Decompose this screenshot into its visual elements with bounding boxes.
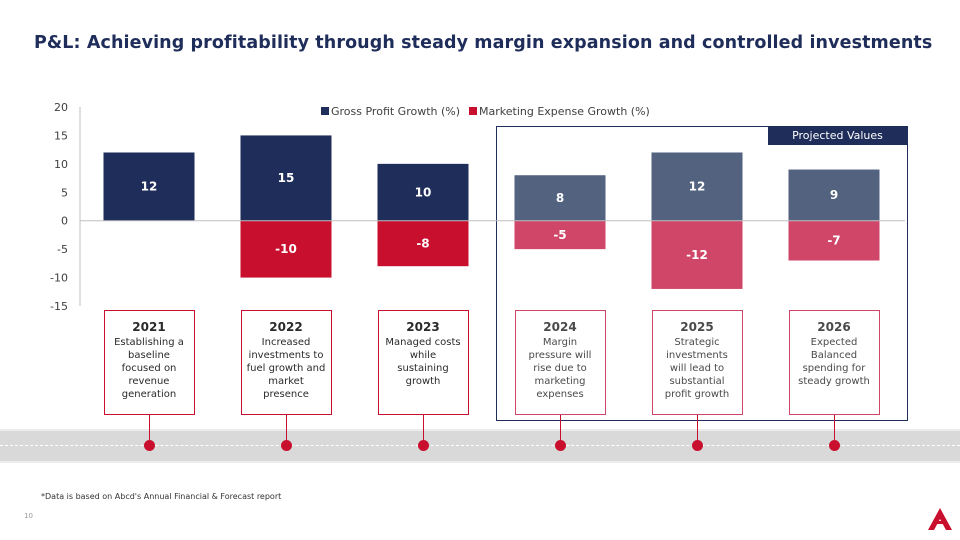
milestone-connector <box>149 415 150 445</box>
milestone-connector <box>834 415 835 445</box>
gross-profit-value-2024: 8 <box>556 191 564 205</box>
milestone-connector <box>286 415 287 445</box>
legend-label-1: Marketing Expense Growth (%) <box>479 105 650 118</box>
marketing-expense-bar-2022 <box>240 220 332 278</box>
milestone-year: 2023 <box>406 320 440 334</box>
milestone-year: 2026 <box>817 320 851 334</box>
gross-profit-bar-2023 <box>377 163 469 221</box>
gross-profit-value-2023: 10 <box>415 185 432 199</box>
gross-profit-bar-2022 <box>240 135 332 221</box>
milestone-year: 2025 <box>680 320 714 334</box>
page-title: P&L: Achieving profitability through ste… <box>34 33 933 53</box>
gross-profit-bar-2021 <box>103 152 195 221</box>
legend-swatch-0 <box>321 107 329 115</box>
milestone-year: 2022 <box>269 320 303 334</box>
timeline-dashed-line <box>0 445 960 446</box>
marketing-expense-bar-2026 <box>788 220 880 261</box>
gross-profit-value-2022: 15 <box>278 171 295 185</box>
timeline-dot-2021 <box>144 440 155 451</box>
page-number: 10 <box>24 512 33 520</box>
milestone-connector <box>697 415 698 445</box>
timeline-road <box>0 429 960 463</box>
timeline-dot-2024 <box>555 440 566 451</box>
y-tick-label: 5 <box>61 186 68 199</box>
projected-values-label: Projected Values <box>768 127 907 145</box>
legend-label-0: Gross Profit Growth (%) <box>331 105 460 118</box>
marketing-expense-bar-2023 <box>377 220 469 267</box>
milestone-card-2023: 2023 Managed costs while sustaining growt… <box>377 310 469 415</box>
milestone-description: Margin pressure will rise due to marketi… <box>528 337 592 400</box>
profit-expense-chart: 20 15 10 5 0 -5 -10 -15 12 15 -10 10 -8 8 -5 12 -12 9 -7 Gr… <box>50 101 905 313</box>
timeline-dot-2025 <box>692 440 703 451</box>
y-tick-label: 20 <box>54 101 68 114</box>
milestone-description: Managed costs while sustaining growth <box>385 337 461 387</box>
marketing-expense-value-2022: -10 <box>275 242 297 256</box>
milestone-card-2021: 2021 Establishing a baseline focused on r… <box>103 310 195 415</box>
footnote: *Data is based on Abcd's Annual Financia… <box>41 492 282 501</box>
legend-swatch-1 <box>469 107 477 115</box>
milestone-card-2026: 2026 Expected Balanced spending for stead… <box>788 310 880 415</box>
y-tick-label: 10 <box>54 158 68 171</box>
marketing-expense-bar-2025 <box>651 220 743 289</box>
y-tick-label: 15 <box>54 129 68 142</box>
company-logo-icon <box>928 508 952 530</box>
timeline-dot-2023 <box>418 440 429 451</box>
milestone-year: 2021 <box>132 320 166 334</box>
marketing-expense-value-2025: -12 <box>686 248 708 262</box>
gross-profit-bar-2024 <box>514 175 606 221</box>
milestone-description: Increased investments to fuel growth and… <box>246 337 326 400</box>
milestone-description: Strategic investments will lead to subst… <box>664 337 730 400</box>
y-tick-label: -5 <box>57 243 68 256</box>
milestone-card-2022: 2022 Increased investments to fuel growth… <box>240 310 332 415</box>
gross-profit-bar-2026 <box>788 169 880 221</box>
milestone-year: 2024 <box>543 320 577 334</box>
marketing-expense-value-2023: -8 <box>416 236 429 250</box>
y-tick-label: -10 <box>50 272 68 285</box>
timeline-dot-2026 <box>829 440 840 451</box>
gross-profit-value-2021: 12 <box>141 180 158 194</box>
milestone-card-2025: 2025 Strategic investments will lead to s… <box>651 310 743 415</box>
gross-profit-value-2025: 12 <box>689 180 706 194</box>
milestone-connector <box>423 415 424 445</box>
marketing-expense-bar-2024 <box>514 220 606 250</box>
milestone-description: Establishing a baseline focused on reven… <box>114 337 184 400</box>
milestone-card-2024: 2024 Margin pressure will rise due to mar… <box>514 310 606 415</box>
gross-profit-value-2026: 9 <box>830 188 838 202</box>
milestone-description: Expected Balanced spending for steady gr… <box>798 337 870 387</box>
milestone-connector <box>560 415 561 445</box>
marketing-expense-value-2026: -7 <box>827 234 840 248</box>
gross-profit-bar-2025 <box>651 152 743 221</box>
marketing-expense-value-2024: -5 <box>553 228 566 242</box>
y-tick-label: 0 <box>61 215 68 228</box>
y-tick-label: -15 <box>50 300 68 313</box>
timeline-dot-2022 <box>281 440 292 451</box>
